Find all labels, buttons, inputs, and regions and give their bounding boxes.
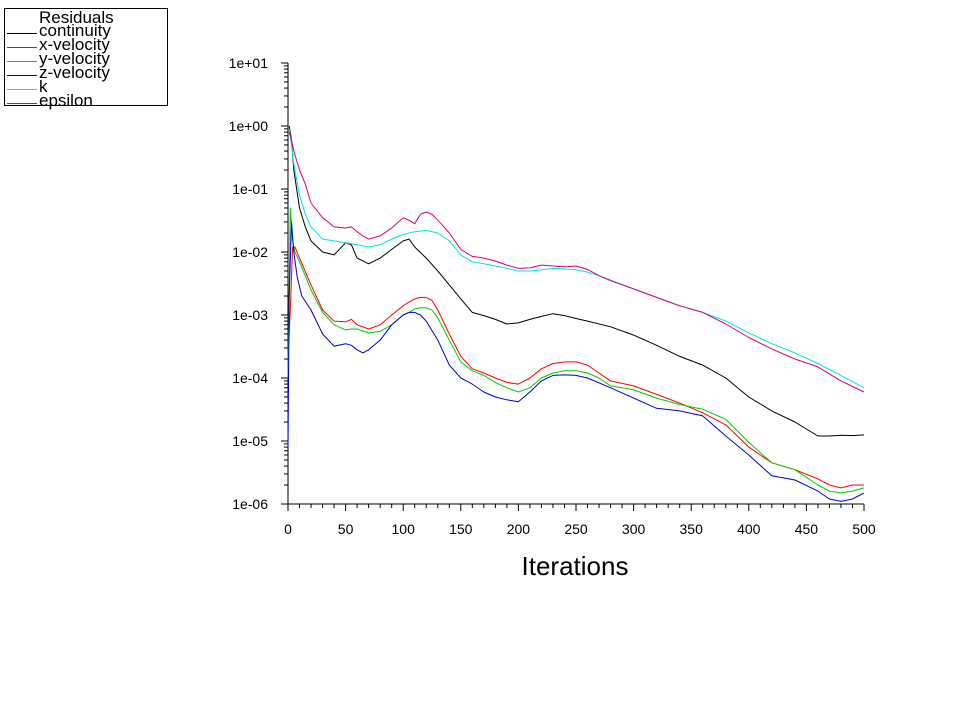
legend-label: y-velocity <box>39 49 110 68</box>
y-tick-label: 1e+00 <box>229 118 269 134</box>
legend-label: continuity <box>39 21 111 40</box>
x-tick-label: 350 <box>680 521 704 537</box>
legend-item-x-velocity: x-velocity <box>5 36 167 54</box>
legend-swatch <box>7 61 37 62</box>
x-tick-label: 200 <box>507 521 531 537</box>
series-layer <box>287 125 865 502</box>
legend-label: epsilon <box>39 91 93 110</box>
legend-swatch <box>7 89 37 90</box>
legend-item-z-velocity: z-velocity <box>5 64 167 82</box>
y-tick-label: 1e-03 <box>232 307 268 323</box>
y-tick-label: 1e-06 <box>232 496 268 512</box>
legend-swatch <box>7 75 37 76</box>
x-tick-label: 300 <box>622 521 646 537</box>
legend-swatch <box>7 33 37 34</box>
y-tick-label: 1e-02 <box>232 244 268 260</box>
y-tick-label: 1e-01 <box>232 181 268 197</box>
series-line-k <box>288 128 865 389</box>
series-line-x-velocity <box>287 246 864 489</box>
series-line-epsilon <box>288 131 865 393</box>
series-line-y-velocity <box>287 207 865 494</box>
series-line-z-velocity <box>287 221 865 502</box>
legend-label: k <box>39 77 48 96</box>
legend: Residuals continuity x-velocity y-velocity… <box>4 8 168 109</box>
series-line-continuity <box>288 125 865 437</box>
x-tick-label: 0 <box>284 521 292 537</box>
legend-swatch <box>7 47 37 48</box>
legend-label: z-velocity <box>39 63 110 82</box>
x-tick-label: 450 <box>795 521 819 537</box>
legend-label: x-velocity <box>39 35 110 54</box>
y-tick-label: 1e-04 <box>232 370 268 386</box>
x-tick-label: 50 <box>338 521 354 537</box>
legend-swatch <box>7 103 37 104</box>
x-tick-label: 150 <box>449 521 473 537</box>
x-tick-label: 500 <box>852 521 876 537</box>
legend-item-epsilon: epsilon <box>5 92 167 110</box>
legend-item-continuity: continuity <box>5 22 167 40</box>
y-tick-label: 1e-05 <box>232 433 268 449</box>
x-axis-title: Iterations <box>522 551 629 581</box>
y-tick-label: 1e+01 <box>229 55 269 71</box>
x-tick-label: 250 <box>564 521 588 537</box>
legend-title: Residuals <box>39 8 114 27</box>
axes: 1e-06 1e-05 1e-04 1e-03 1e-02 1e-01 1e+00 1e+01… <box>229 55 876 537</box>
x-tick-label: 100 <box>392 521 416 537</box>
legend-item-k: k <box>5 78 167 96</box>
x-tick-label: 400 <box>737 521 761 537</box>
legend-item-y-velocity: y-velocity <box>5 50 167 68</box>
